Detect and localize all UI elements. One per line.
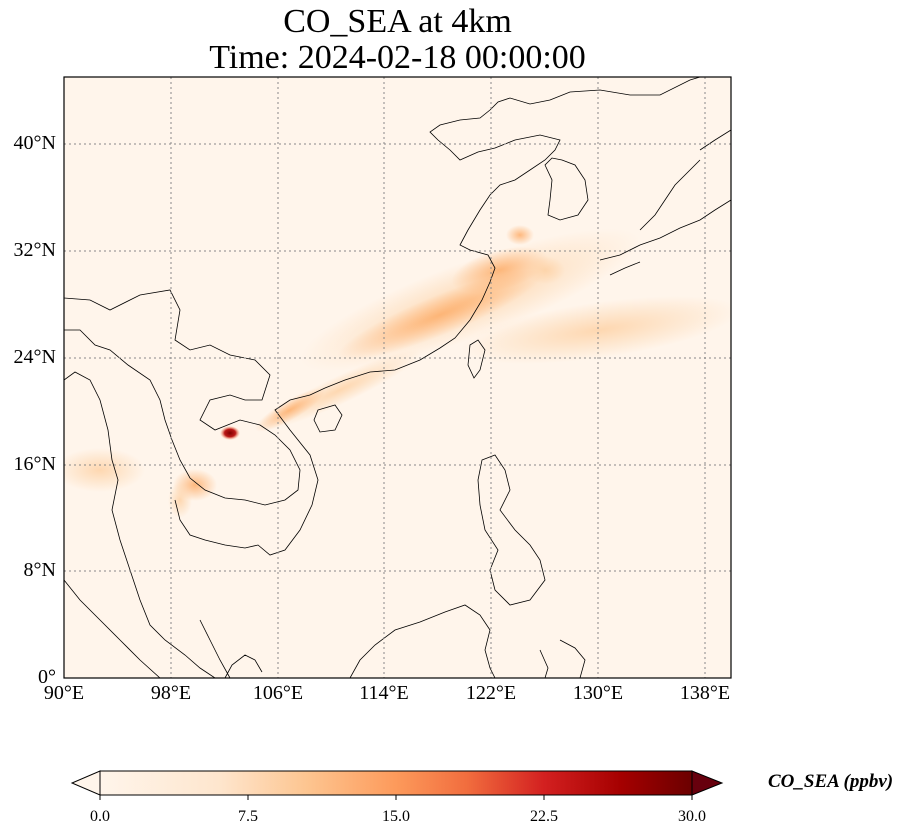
colorbar-tick-label: 30.0 [678,808,706,825]
x-tick-label: 114°E [359,682,409,704]
map-background [64,77,731,678]
map-time: Time: 2024-02-18 00:00:00 [209,39,586,76]
y-tick-label: 0° [38,666,56,688]
colorbar-body [99,770,693,796]
y-tick-label: 24°N [13,346,56,368]
x-tick-label: 106°E [252,682,304,704]
y-tick-label: 8°N [23,559,56,581]
coastlines [64,77,731,678]
colorbar-extend-low [70,770,101,796]
colorbar-tick-label: 0.0 [90,808,110,825]
gridlines [64,77,731,678]
map-frame [63,76,732,679]
colorbar-extend-high [691,770,724,796]
x-tick-label: 122°E [465,682,517,704]
colorbar [70,770,724,800]
map-title: CO_SEA at 4km [283,3,512,40]
x-tick-label: 138°E [679,682,731,704]
colorbar-label: CO_SEA (ppbv) [768,771,894,792]
colorbar-tick-label: 7.5 [238,808,258,825]
y-tick-label: 32°N [13,239,56,261]
x-tick-label: 98°E [150,682,192,704]
y-tick-label: 40°N [13,132,56,154]
y-tick-label: 16°N [13,453,56,475]
x-tick-label: 90°E [43,682,85,704]
concentration-field [64,225,731,518]
x-tick-label: 130°E [572,682,624,704]
colorbar-tick-label: 22.5 [530,808,558,825]
colorbar-tick-label: 15.0 [382,808,410,825]
